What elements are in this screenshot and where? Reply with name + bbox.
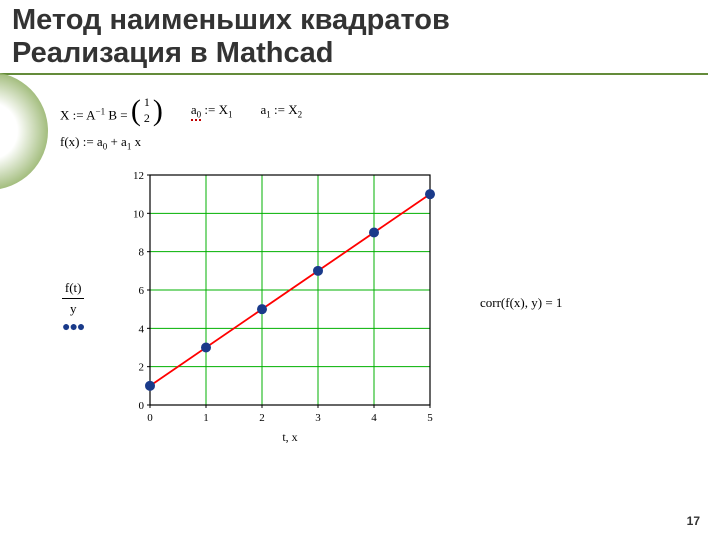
svg-text:0: 0	[147, 412, 153, 424]
chart-svg: 012345024681012t, x	[120, 165, 470, 455]
title-underline	[0, 73, 708, 75]
equation-row-1: X := A−1 B = ( 1 2 ) a0 := X1 a1 := X2	[60, 95, 700, 126]
svg-text:10: 10	[133, 208, 145, 220]
eq-f-end: x	[131, 134, 141, 149]
chart: 012345024681012t, x	[120, 165, 470, 455]
matrix-B: ( 1 2 )	[131, 95, 163, 126]
matrix-bot: 2	[144, 111, 150, 127]
a0-rhs-sub: 1	[228, 109, 233, 119]
a0-sub: 0	[197, 109, 202, 119]
a0-rhs: := X	[201, 102, 228, 117]
matrix-col: 1 2	[141, 95, 153, 126]
ylabel-dots: ●●●	[62, 320, 84, 336]
svg-text:t, x: t, x	[282, 430, 297, 444]
chart-ylabel: f(t) y ●●●	[62, 280, 84, 336]
page-number: 17	[687, 514, 700, 528]
svg-text:6: 6	[139, 285, 145, 297]
ylabel-ft: f(t)	[62, 280, 84, 299]
svg-text:2: 2	[259, 412, 265, 424]
title-line-1: Метод наименьших квадратов	[12, 4, 450, 36]
slide-title: Метод наименьших квадратов Реализация в …	[12, 4, 708, 71]
svg-text:2: 2	[139, 362, 145, 374]
eq-X-sup: −1	[96, 106, 106, 116]
eq-f-mid: + a	[107, 134, 127, 149]
a1-rhs-sub: 2	[298, 109, 303, 119]
eq-f: f(x) := a0 + a1 x	[60, 134, 141, 152]
paren-right: )	[153, 99, 163, 123]
corr-text: corr(f(x), y) = 1	[480, 295, 562, 311]
eq-f-text: f(x) := a	[60, 134, 103, 149]
eq-a0: a0 := X1	[191, 102, 233, 120]
svg-text:0: 0	[139, 400, 145, 412]
paren-left: (	[131, 99, 141, 123]
eq-B-text: B =	[108, 108, 127, 123]
title-line-2: Реализация в Mathcad	[12, 37, 333, 69]
eq-X-assign: X := A−1 B = ( 1 2 )	[60, 95, 163, 126]
a1-rhs: := X	[271, 102, 298, 117]
decorative-bullet	[0, 72, 48, 190]
equation-row-2: f(x) := a0 + a1 x	[60, 134, 700, 152]
svg-text:4: 4	[371, 412, 377, 424]
eq-a1: a1 := X2	[260, 102, 302, 120]
svg-text:3: 3	[315, 412, 321, 424]
eq-X-text: X := A	[60, 108, 96, 123]
a0-wavy: a0	[191, 102, 201, 120]
svg-text:1: 1	[203, 412, 209, 424]
matrix-top: 1	[144, 95, 150, 111]
svg-text:4: 4	[139, 323, 145, 335]
svg-text:12: 12	[133, 170, 144, 182]
svg-text:5: 5	[427, 412, 433, 424]
ylabel-y: y	[62, 301, 84, 317]
svg-text:8: 8	[139, 247, 145, 259]
slide-header: Метод наименьших квадратов Реализация в …	[0, 0, 720, 75]
slide-content: X := A−1 B = ( 1 2 ) a0 := X1 a1 := X2 f…	[60, 95, 700, 160]
